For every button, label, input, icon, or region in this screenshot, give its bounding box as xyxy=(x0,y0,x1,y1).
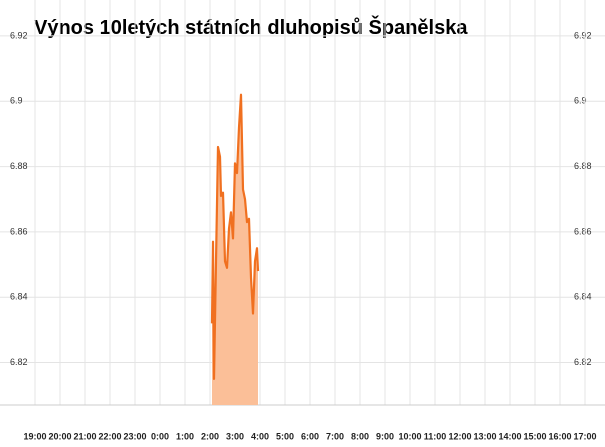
y-tick-label-right: 6.88 xyxy=(574,161,592,171)
x-tick-label: 5:00 xyxy=(276,431,294,441)
x-tick-label: 13:00 xyxy=(473,431,496,441)
x-tick-label: 11:00 xyxy=(424,431,447,441)
x-tick-label: 22:00 xyxy=(98,431,121,441)
x-tick-label: 19:00 xyxy=(23,431,46,441)
y-tick-label: 6.88 xyxy=(10,161,28,171)
chart-title: Výnos 10letých státních dluhopisů Španěl… xyxy=(34,15,468,39)
y-tick-label: 6.82 xyxy=(10,357,28,367)
x-tick-label: 4:00 xyxy=(251,431,269,441)
y-tick-label: 6.86 xyxy=(10,226,28,236)
x-tick-label: 8:00 xyxy=(351,431,369,441)
area-fill xyxy=(212,94,258,405)
x-tick-label: 7:00 xyxy=(326,431,344,441)
x-tick-label: 1:00 xyxy=(176,431,194,441)
y-tick-label-right: 6.92 xyxy=(574,30,592,40)
x-tick-label: 14:00 xyxy=(498,431,521,441)
y-tick-label-right: 6.82 xyxy=(574,357,592,367)
x-tick-label: 15:00 xyxy=(523,431,546,441)
x-tick-label: 10:00 xyxy=(398,431,421,441)
x-tick-label: 23:00 xyxy=(123,431,146,441)
x-tick-label: 3:00 xyxy=(226,431,244,441)
y-tick-label-right: 6.86 xyxy=(574,226,592,236)
x-tick-label: 20:00 xyxy=(48,431,71,441)
line xyxy=(210,93,260,380)
y-tick-label-right: 6.84 xyxy=(574,292,592,302)
x-tick-label: 6:00 xyxy=(301,431,319,441)
x-tick-label: 2:00 xyxy=(201,431,219,441)
x-tick-label: 21:00 xyxy=(73,431,96,441)
y-tick-label: 6.84 xyxy=(10,292,28,302)
x-tick-label: 9:00 xyxy=(376,431,394,441)
y-tick-label-right: 6.9 xyxy=(574,96,587,106)
y-tick-label: 6.92 xyxy=(10,30,28,40)
y-tick-label: 6.9 xyxy=(10,96,23,106)
x-tick-label: 17:00 xyxy=(573,431,596,441)
x-tick-label: 12:00 xyxy=(448,431,471,441)
x-tick-label: 16:00 xyxy=(548,431,571,441)
x-tick-label: 0:00 xyxy=(151,431,169,441)
